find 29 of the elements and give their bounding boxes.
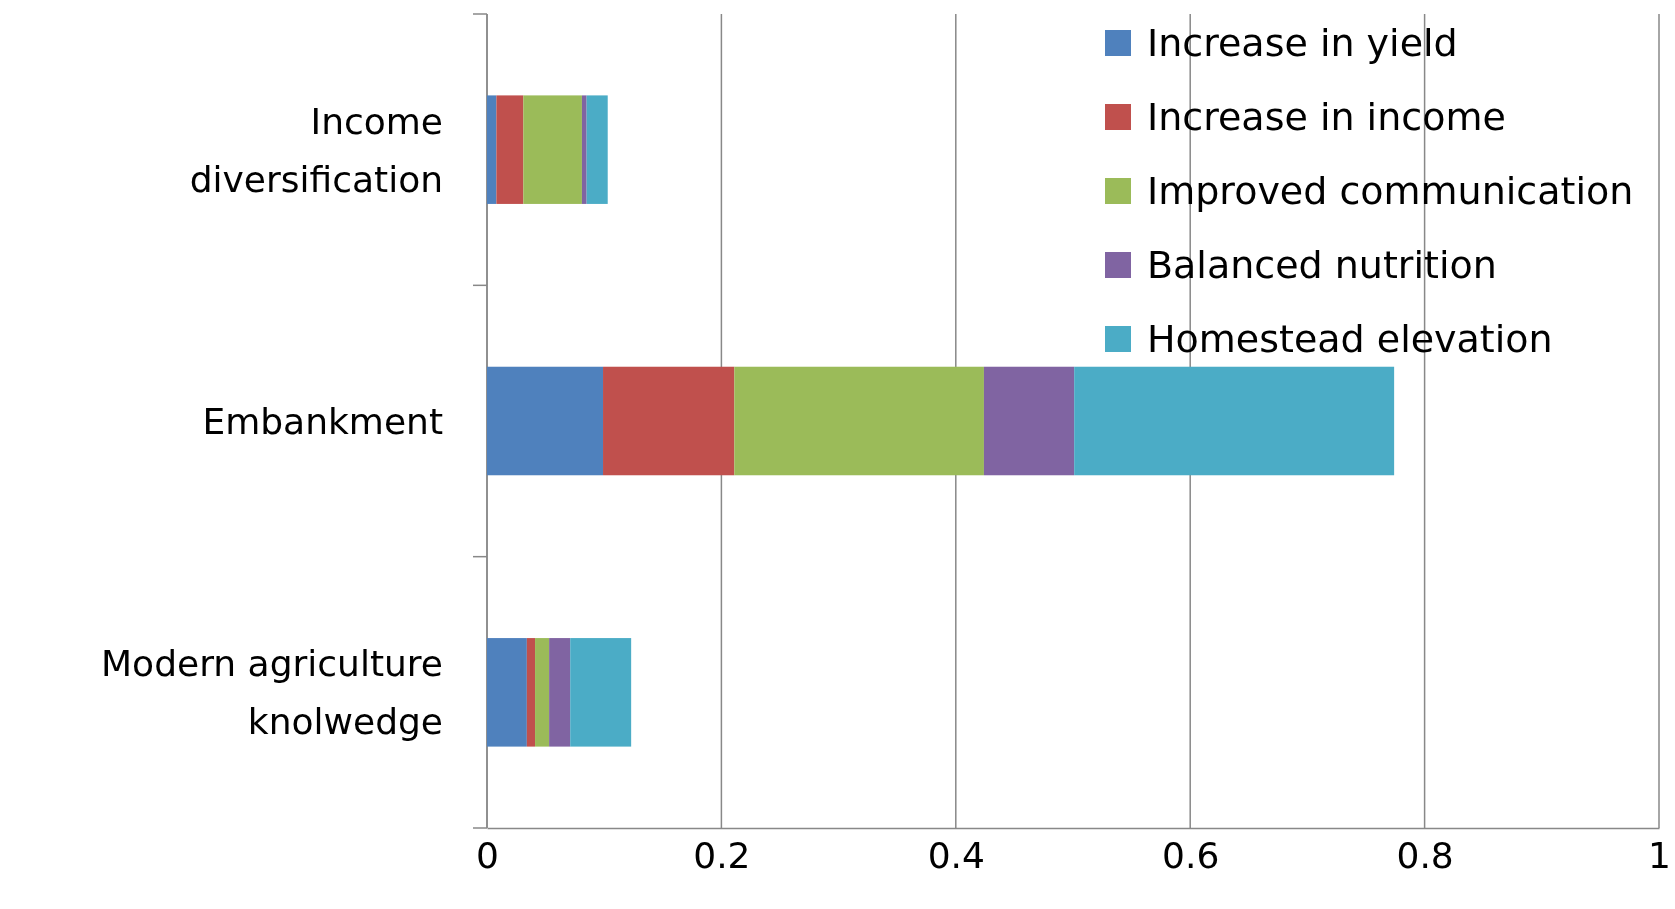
bar — [487, 638, 527, 747]
legend-label: Increase in yield — [1147, 21, 1458, 65]
bar — [1074, 366, 1395, 476]
legend-label: Balanced nutrition — [1147, 243, 1497, 287]
bar — [734, 366, 984, 476]
bar — [603, 366, 735, 476]
y-tick-label: Modern agriculture knolwedge — [101, 643, 443, 743]
y-tick-label: Income diversification — [189, 100, 443, 200]
bar — [487, 366, 604, 476]
x-tick-label: 0.2 — [693, 834, 751, 876]
bar — [983, 366, 1075, 476]
bar — [570, 638, 632, 747]
bar — [487, 95, 497, 204]
bar — [526, 638, 536, 747]
bar — [581, 95, 587, 204]
x-tick-label: 0.8 — [1396, 834, 1454, 876]
bar — [535, 638, 550, 747]
legend-label: Homestead elevation — [1147, 317, 1553, 361]
legend-label: Increase in income — [1147, 95, 1506, 139]
x-tick-label: 1 — [1648, 834, 1671, 876]
bar — [496, 95, 524, 204]
bar — [523, 95, 582, 204]
bar — [586, 95, 608, 204]
x-tick-label: 0.6 — [1162, 834, 1220, 876]
x-tick-label: 0.4 — [927, 834, 985, 876]
y-tick-label: Embankment — [202, 401, 443, 442]
legend-label: Improved communication — [1147, 169, 1634, 213]
bar — [549, 638, 571, 747]
x-tick-label: 0 — [476, 834, 499, 876]
